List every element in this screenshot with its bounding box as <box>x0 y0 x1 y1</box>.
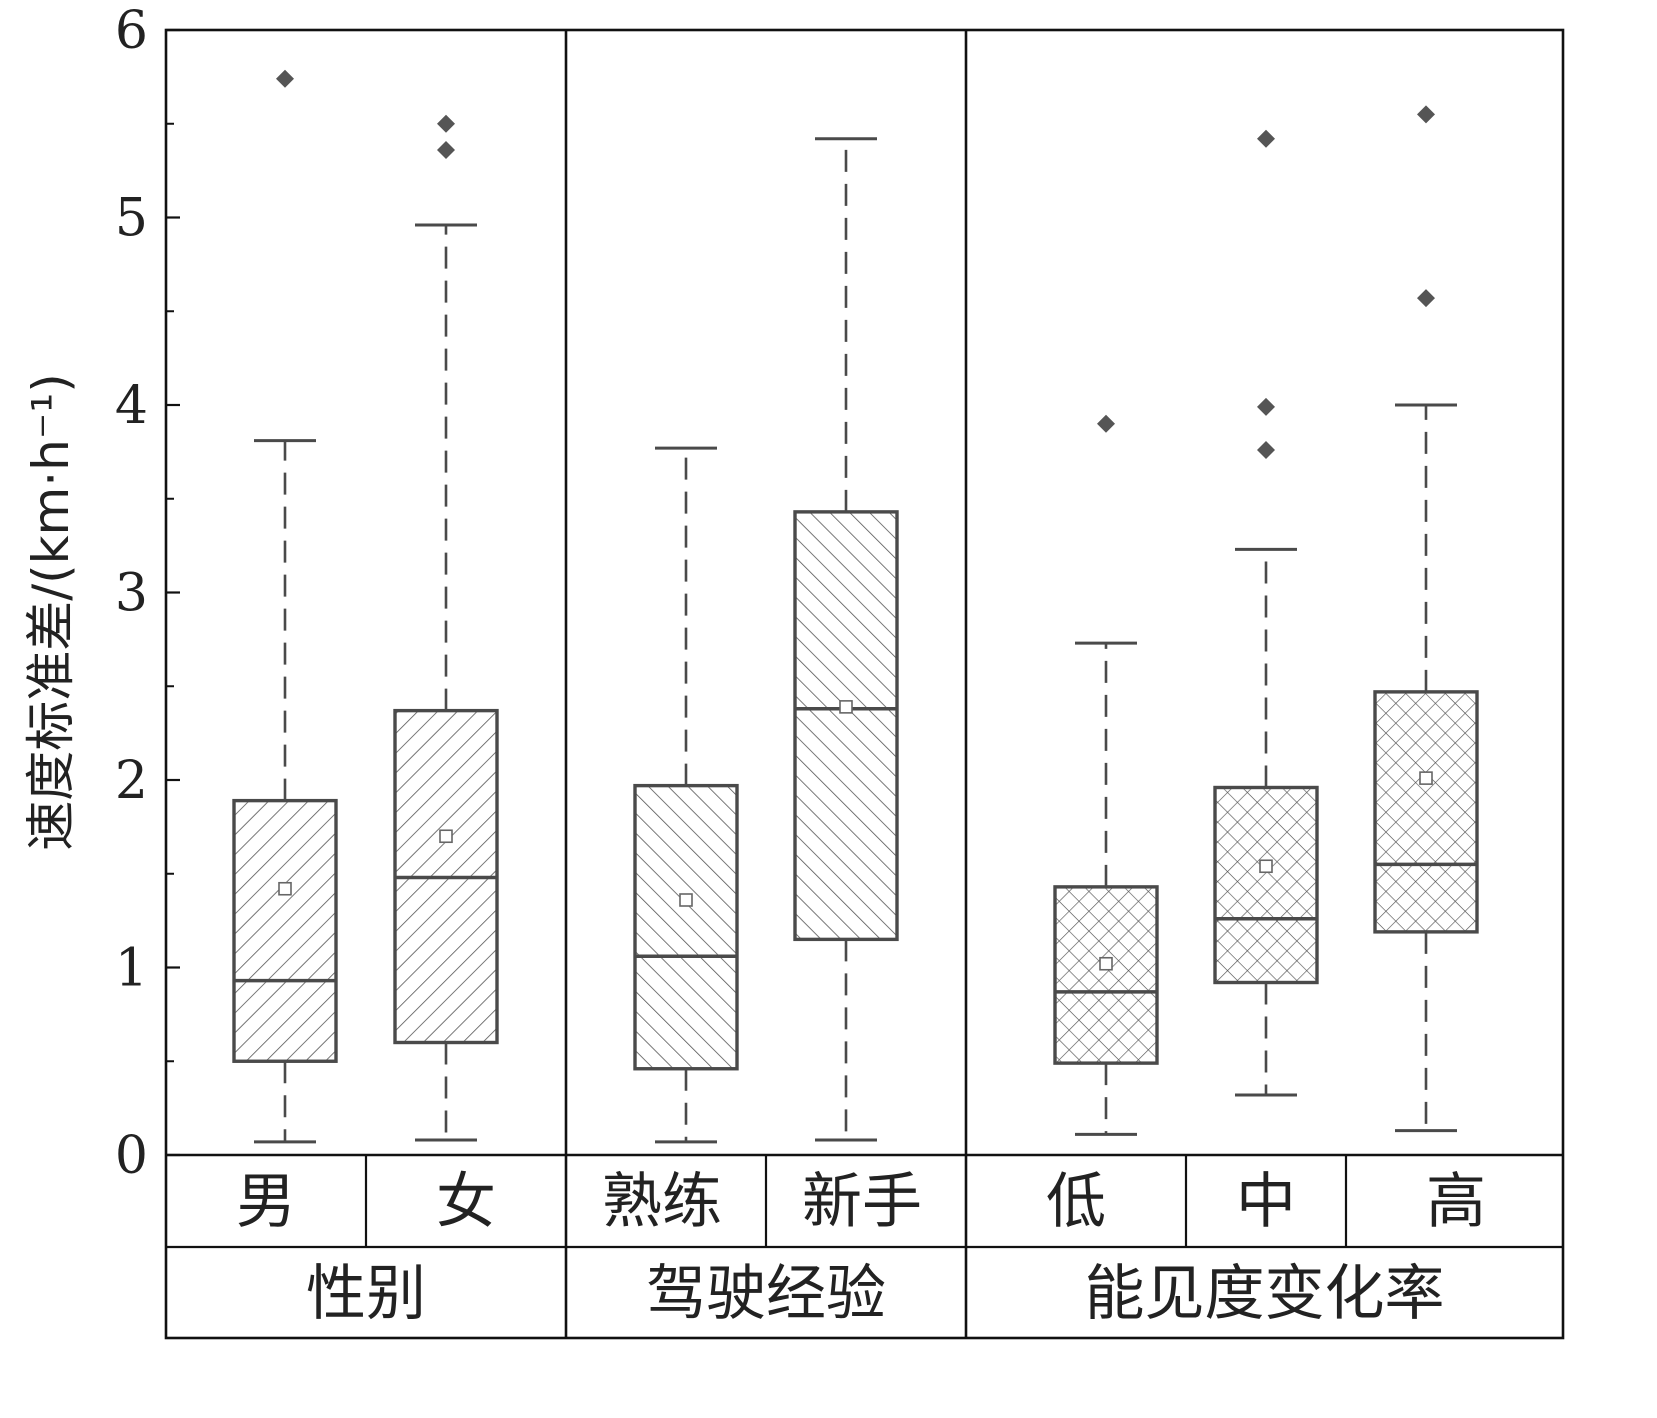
outer-frame <box>164 28 1565 1340</box>
plot-frame <box>164 28 1565 1340</box>
box-series <box>232 69 1479 1144</box>
y-tick-label: 3 <box>115 564 148 624</box>
box-女 <box>393 114 499 1142</box>
y-tick-label: 1 <box>115 939 148 999</box>
mean-marker <box>679 893 693 907</box>
outlier-point <box>1257 441 1275 459</box>
box-body <box>793 510 899 942</box>
category-label: 中 <box>1236 1167 1296 1237</box>
y-axis: 0 1 2 3 4 5 6 <box>115 1 180 1186</box>
group-label: 驾驶经验 <box>646 1259 886 1329</box>
y-tick-label: 5 <box>115 189 148 249</box>
box-低 <box>1053 414 1159 1136</box>
y-tick-label: 6 <box>115 1 148 61</box>
outlier-point <box>1257 397 1275 416</box>
category-label: 低 <box>1046 1167 1106 1237</box>
outlier-point <box>1417 289 1435 308</box>
y-tick-label: 0 <box>115 1126 148 1186</box>
mean-marker <box>839 700 853 714</box>
y-tick-label: 2 <box>115 751 148 811</box>
y-axis-title: 速度标准差/(km·h⁻¹) <box>22 373 80 851</box>
outlier-point <box>1417 105 1435 124</box>
box-男 <box>232 69 338 1144</box>
category-label: 男 <box>236 1167 296 1237</box>
category-label: 熟练 <box>602 1167 722 1237</box>
outlier-point <box>437 114 455 133</box>
box-新手 <box>793 137 899 1142</box>
group-label: 能见度变化率 <box>1085 1259 1445 1329</box>
mean-marker <box>278 881 292 896</box>
category-label: 女 <box>436 1167 496 1237</box>
box-body <box>1213 785 1319 985</box>
category-label: 新手 <box>802 1167 922 1237</box>
y-tick-label: 4 <box>115 376 148 436</box>
outlier-point <box>1257 129 1275 148</box>
box-中 <box>1213 129 1319 1097</box>
outlier-point <box>437 141 455 159</box>
box-body <box>633 783 739 1071</box>
mean-marker <box>1259 859 1273 874</box>
outlier-point <box>1097 414 1115 433</box>
mean-marker <box>1099 956 1113 971</box>
box-body <box>1373 690 1479 934</box>
group-label: 性别 <box>306 1259 426 1329</box>
mean-marker <box>439 829 453 844</box>
box-高 <box>1373 105 1479 1133</box>
category-label: 高 <box>1426 1167 1486 1237</box>
outlier-point <box>276 69 294 88</box>
box-body <box>232 798 338 1063</box>
box-body <box>1053 885 1159 1065</box>
box-熟练 <box>633 446 739 1144</box>
mean-marker <box>1419 771 1433 785</box>
